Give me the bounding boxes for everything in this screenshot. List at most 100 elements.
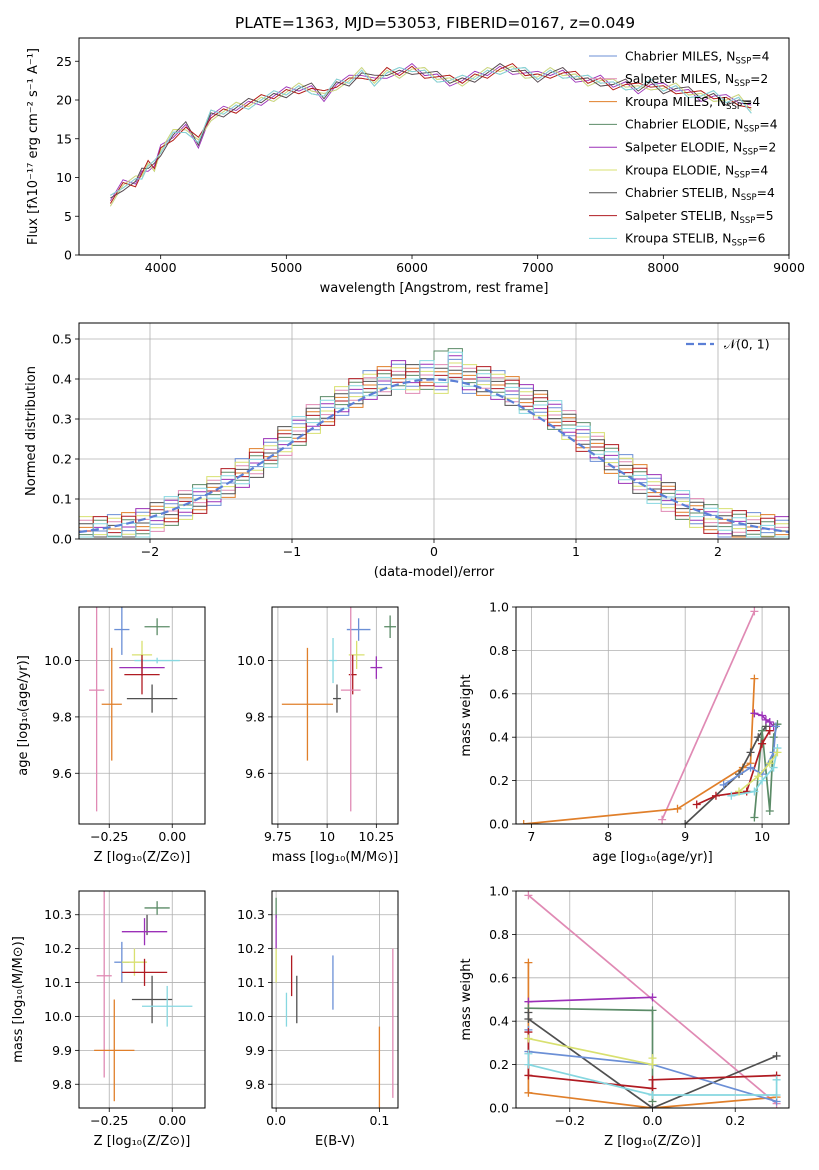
errorbar-point [144, 901, 170, 915]
weight-marker [769, 763, 778, 772]
y-tick-label: 10.0 [44, 1009, 72, 1024]
x-axis-label: Z [log₁₀(Z/Z⊙)] [604, 1134, 701, 1149]
x-tick-label: 10 [319, 829, 335, 844]
y-tick-label: 1.0 [489, 600, 509, 615]
weight-marker [519, 820, 528, 824]
x-tick-label: 7000 [522, 260, 554, 275]
y-tick-label: 10.0 [44, 653, 72, 668]
x-axis-label: Z [log₁₀(Z/Z⊙)] [94, 1134, 191, 1149]
y-tick-label: 0.0 [52, 532, 72, 547]
weight-marker [524, 1088, 533, 1097]
errorbar-point [134, 657, 180, 664]
legend-label-suffix: =4 [750, 163, 768, 177]
x-tick-label: −0.2 [555, 1113, 585, 1128]
y-tick-label: 9.9 [245, 1043, 265, 1058]
legend-label: Salpeter ELODIE, NSSP=2 [625, 141, 776, 158]
weight-marker [727, 791, 736, 800]
x-tick-label: 8000 [647, 260, 679, 275]
weight-marker [742, 787, 751, 796]
x-tick-label: 0.00 [158, 829, 186, 844]
weight-marker [735, 787, 744, 796]
x-tick-label: 1 [572, 544, 580, 559]
x-tick-label: 10.25 [358, 829, 394, 844]
weight-line [528, 996, 653, 1003]
weight-marker [754, 772, 763, 781]
weight-marker [673, 804, 682, 813]
weight-marker [648, 1104, 657, 1108]
y-tick-label: 0.8 [489, 643, 509, 658]
legend-label-sub: SSP [740, 216, 756, 226]
x-tick-label: 8 [604, 829, 612, 844]
legend-label-suffix: =2 [750, 72, 768, 86]
errorbar-point [384, 615, 397, 638]
legend-label-sub: SSP [741, 193, 757, 203]
y-tick-label: 0.4 [489, 730, 509, 745]
chart-z-age: −0.25 0.00 9.6 9.8 10.0 Z [log₁₀(Z/Z⊙)] age [l… [16, 606, 206, 865]
errorbar-point [142, 985, 193, 1027]
y-tick-label: 0.6 [489, 686, 509, 701]
weight-marker [648, 1075, 657, 1084]
weight-marker [772, 1090, 781, 1099]
chart-ebv-mass: 0.0 0.1 9.8 9.9 10.0 10.1 10.2 10.3 E(B-V) [237, 890, 399, 1149]
legend-label-sub: SSP [735, 56, 751, 66]
errorbar-point [124, 654, 160, 695]
legend-label-sub: SSP [731, 239, 747, 249]
legend-label-suffix: =5 [755, 209, 773, 223]
x-tick-label: 0.0 [266, 1113, 286, 1128]
y-tick-label: 20 [56, 93, 72, 108]
y-tick-label: 10.3 [237, 907, 265, 922]
x-tick-label: 10 [754, 829, 770, 844]
legend-label: Kroupa STELIB, NSSP=6 [625, 232, 766, 249]
y-tick-label: 0.2 [489, 773, 509, 788]
plot-area-z-weight [516, 891, 789, 1108]
x-tick-label: 0 [430, 544, 438, 559]
axes-frame [78, 606, 206, 825]
x-tick-label: 0.00 [158, 1113, 186, 1128]
y-tick-label: 0.2 [52, 452, 72, 467]
plot-area-residuals [79, 323, 789, 539]
weight-line [738, 751, 779, 793]
errorbar-point [121, 948, 148, 976]
x-tick-label: 4000 [145, 260, 177, 275]
weight-marker [524, 1034, 533, 1043]
errorbar-point [333, 684, 341, 713]
axes-frame [515, 890, 790, 1109]
errorbar-point [144, 618, 170, 636]
y-tick-label: 9.8 [245, 709, 265, 724]
legend-label: Chabrier MILES, NSSP=4 [625, 49, 770, 66]
legend-label-suffix: =4 [757, 186, 775, 200]
x-tick-label: 9000 [773, 260, 805, 275]
plot-area-mass-age [272, 607, 398, 824]
y-tick-label: 0.3 [52, 412, 72, 427]
y-tick-label: 0.6 [489, 970, 509, 985]
y-axis-label: mass weight [459, 674, 474, 756]
weight-marker [648, 1090, 657, 1099]
legend-label: Kroupa MILES, NSSP=4 [625, 95, 760, 112]
chart-mass-age: 9.75 10 10.25 9.6 9.8 10.0 mass [log₁₀(M/M⊙)] [237, 606, 399, 865]
weight-marker [769, 733, 778, 742]
x-tick-label: −2 [141, 544, 159, 559]
spectrum-line [110, 63, 752, 204]
y-tick-label: 9.9 [52, 1043, 72, 1058]
weight-marker [524, 891, 533, 900]
figure-title: PLATE=1363, MJD=53053, FIBERID=0167, z=0… [235, 14, 635, 32]
x-tick-label: 5000 [270, 260, 302, 275]
weight-marker [648, 1054, 657, 1063]
spectrum-line [110, 67, 752, 196]
y-tick-label: 1.0 [489, 884, 509, 899]
errorbar-point [96, 891, 112, 1078]
errorbar-point [101, 647, 122, 761]
x-tick-label: 0.2 [725, 1113, 745, 1128]
weight-marker [773, 748, 782, 757]
plot-area-ebv-mass [272, 891, 398, 1108]
errorbar-point [114, 607, 130, 655]
weight-marker [524, 1015, 533, 1024]
weight-marker [750, 813, 759, 822]
weight-marker [758, 711, 767, 720]
weight-marker [746, 763, 755, 772]
legend-label-suffix: =4 [742, 95, 760, 109]
y-tick-label: 15 [56, 131, 72, 146]
chart-z-mass: −0.25 0.00 9.8 9.9 10.0 10.1 10.2 10.3 Z [log₁₀(… [11, 890, 206, 1149]
weight-marker [750, 709, 759, 718]
y-tick-label: 10.0 [237, 1009, 265, 1024]
